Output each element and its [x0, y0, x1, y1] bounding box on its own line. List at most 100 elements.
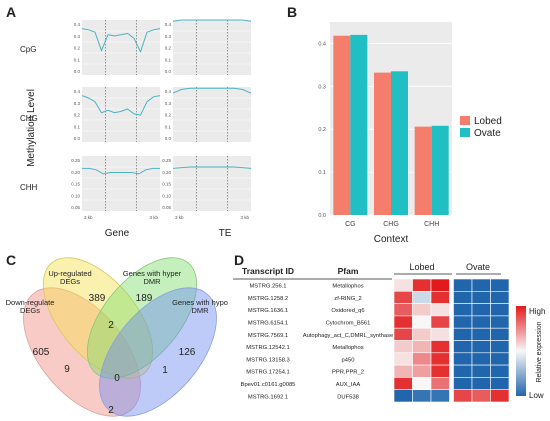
heatmap-cell	[471, 364, 491, 378]
subplot-ytick-label: 0.10	[162, 193, 171, 198]
venn-count-up: 389	[89, 293, 106, 304]
subplot-ytick-label: 0.3	[74, 101, 81, 106]
heatmap-cell	[430, 389, 450, 403]
subplot-ytick-label: 0.25	[162, 158, 171, 163]
heatmap-cell	[393, 377, 413, 390]
legend-label-ovate: Ovate	[474, 128, 501, 139]
bar-ytick-label: 0.0	[318, 213, 326, 219]
bar-category-label: CHH	[424, 221, 439, 228]
heatmap-cell	[453, 389, 473, 403]
heatmap-cell	[471, 315, 491, 329]
venn-label-hypo-line1: Genes with hypo	[172, 298, 228, 307]
bar-lobed-chh	[414, 126, 432, 215]
heatmap-pfam-domain: PPR,PPR_2	[332, 370, 364, 376]
legend-label-lobed: Lobed	[474, 116, 502, 127]
subplot-ytick-label: 0.0	[165, 136, 172, 141]
subplot-ytick-label: 0.20	[162, 170, 171, 175]
heatmap-cell	[412, 315, 432, 329]
methylation-series-line	[172, 19, 252, 22]
subplot-ytick-label: 0.1	[165, 124, 172, 129]
panel-b-bar-chart: Context Lobed Ovate 0.4 0.3 0.2 0.1 0.0 CG CHG…	[318, 22, 502, 245]
methylation-subplot-bg	[173, 20, 251, 75]
heatmap-transcript-id: MSTRG.256.1	[249, 284, 286, 290]
heatmap-pfam-domain: zf-RING_2	[334, 296, 361, 302]
venn-label-hyper-line1: Genes with hyper	[123, 269, 182, 278]
methylation-subplot-bg	[82, 20, 160, 75]
bar-ytick-label: 0.3	[318, 84, 326, 90]
heatmap-cell	[471, 278, 491, 292]
venn-count-down-hyper: 9	[64, 364, 70, 375]
subplot-ytick-label: 0.05	[162, 205, 171, 210]
heatmap-transcript-id: MSTRG.6154.1	[248, 321, 288, 327]
methylation-series-line	[172, 166, 252, 169]
heatmap-cell	[412, 340, 432, 354]
bar-ytick-label: 0.2	[318, 127, 326, 133]
heatmap-cell	[412, 290, 432, 304]
panel-a-methylation-profiles: Methylation Level CpG CHG CHH Gene TE 0.…	[20, 19, 252, 239]
venn-count-hypo: 126	[179, 347, 196, 358]
heatmap-header-lobed: Lobed	[409, 262, 434, 272]
subplot-ytick-label: 0.1	[74, 57, 81, 62]
heatmap-pfam-domain: DUF538	[337, 394, 359, 400]
heatmap-pfam-domain: Oxidored_q6	[331, 308, 364, 314]
panel-a-ylabel: Methylation Level	[26, 89, 37, 167]
context-label-chg: CHG	[20, 114, 38, 123]
panel-letter-a: A	[6, 4, 16, 20]
panel-d-expression-heatmap: Transcript ID Pfam Lobed Ovate High Low …	[233, 262, 545, 403]
heatmap-pfam-domain: Metallophos	[332, 345, 363, 351]
heatmap-cell	[412, 389, 432, 403]
subplot-ytick-label: 0.3	[165, 34, 172, 39]
subplot-ytick-label: 0.3	[74, 34, 81, 39]
methylation-subplot-bg	[82, 156, 160, 211]
heatmap-pfam-domain: Cytochrom_B561	[326, 321, 371, 327]
panel-a-xlabel-te: TE	[219, 228, 232, 239]
heatmap-cell	[430, 303, 450, 317]
heatmap-cell	[471, 377, 491, 390]
bar-lobed-cg	[333, 35, 351, 216]
methylation-series-line	[81, 28, 161, 54]
heatmap-pfam-domain: p450	[342, 357, 355, 363]
panel-a-xlabel-gene: Gene	[105, 228, 130, 239]
heatmap-cell	[490, 303, 510, 317]
subplot-ytick-label: 0.3	[165, 101, 172, 106]
heatmap-cell	[393, 352, 413, 366]
subplot-ytick-label: 0.2	[165, 46, 172, 51]
venn-label-hypo-line2: DMR	[191, 306, 209, 315]
venn-count-up-hypo: 1	[162, 365, 168, 376]
context-label-cpg: CpG	[20, 45, 36, 54]
heatmap-cell	[490, 352, 510, 366]
subplot-ytick-label: 0.0	[74, 136, 81, 141]
heatmap-cell	[430, 377, 450, 390]
heatmap-header-transcript: Transcript ID	[242, 266, 294, 276]
subplot-ytick-label: 0.2	[74, 113, 81, 118]
subplot-ytick-label: 0.15	[162, 182, 171, 187]
heatmap-cell	[412, 352, 432, 366]
subplot-ytick-label: 0.4	[165, 22, 172, 27]
heatmap-cell	[471, 303, 491, 317]
bar-ovate-chh	[431, 125, 449, 215]
subplot-ytick-label: 0.25	[71, 158, 80, 163]
context-label-chh: CHH	[20, 183, 38, 192]
heatmap-cell	[412, 278, 432, 292]
subplot-ytick-label: 0.4	[74, 89, 81, 94]
bar-lobed-chg	[374, 72, 391, 215]
bar-category-label: CG	[345, 221, 356, 228]
heatmap-pfam-domain: Autophagy_act_C,DMRL_synthase	[303, 333, 394, 339]
venn-label-hyper-line2: DMR	[143, 277, 161, 286]
colorbar	[516, 306, 526, 396]
bar-ovate-chg	[391, 71, 408, 215]
heatmap-cell	[430, 315, 450, 329]
heatmap-cell	[453, 278, 473, 292]
heatmap-header-ovate: Ovate	[466, 262, 490, 272]
heatmap-transcript-id: MSTRG.17254.1	[246, 370, 290, 376]
heatmap-cell	[412, 327, 432, 341]
bar-ytick-label: 0.4	[318, 41, 326, 47]
venn-label-down-line2: DEGs	[20, 306, 40, 315]
methylation-series-line	[81, 95, 161, 116]
venn-set-hypo-dmr	[99, 287, 217, 417]
heatmap-cell	[430, 278, 450, 292]
venn-count-up-hyper: 2	[108, 320, 114, 331]
heatmap-cell	[490, 389, 510, 403]
venn-set-hyper-dmr	[86, 257, 198, 379]
